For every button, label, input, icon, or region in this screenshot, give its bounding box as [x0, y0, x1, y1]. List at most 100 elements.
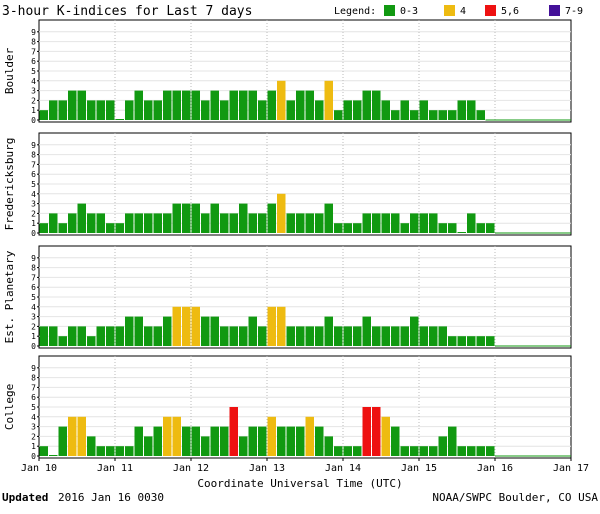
k-bar: [381, 326, 390, 346]
k-bar: [77, 203, 86, 233]
k-bar: [87, 100, 96, 120]
k-bar: [391, 326, 400, 346]
k-bar: [400, 223, 409, 233]
y-tick-label: 6: [31, 170, 36, 179]
k-bar: [457, 446, 466, 456]
k-bar: [419, 326, 428, 346]
k-bar: [39, 223, 48, 233]
k-bar: [429, 213, 438, 233]
k-bar: [467, 213, 476, 233]
k-bar: [334, 223, 343, 233]
k-bar: [305, 213, 314, 233]
panel-name: Fredericksburg: [3, 138, 16, 231]
x-tick-label: Jan 10: [21, 463, 57, 474]
k-bar: [353, 446, 362, 456]
k-bar: [125, 100, 134, 120]
k-bar: [486, 336, 495, 346]
k-bar: [343, 100, 352, 120]
x-tick-label: Jan 16: [477, 463, 513, 474]
k-bar: [324, 436, 333, 456]
y-tick-label: 5: [31, 293, 36, 302]
k-bar: [153, 213, 162, 233]
k-bar: [410, 316, 419, 346]
k-bar: [372, 90, 381, 120]
k-bar: [362, 213, 371, 233]
legend-item-green: 0-3: [400, 6, 418, 17]
k-bar: [125, 316, 134, 346]
k-bar: [229, 407, 238, 456]
k-bar: [296, 326, 305, 346]
k-bar: [68, 326, 77, 346]
k-bar: [172, 416, 181, 456]
k-bar: [163, 416, 172, 456]
k-bar: [115, 119, 124, 120]
k-bar: [372, 213, 381, 233]
k-bar: [39, 446, 48, 456]
k-bar: [49, 213, 58, 233]
k-bar: [419, 446, 428, 456]
k-bar: [115, 326, 124, 346]
k-bar: [467, 446, 476, 456]
k-bar: [381, 416, 390, 456]
y-tick-label: 1: [31, 442, 36, 451]
y-tick-label: 5: [31, 180, 36, 189]
k-bar: [381, 100, 390, 120]
x-tick-label: Jan 17: [553, 463, 589, 474]
y-tick-label: 4: [31, 77, 36, 86]
k-bar: [106, 446, 115, 456]
y-tick-label: 9: [31, 254, 36, 263]
k-bar: [457, 232, 466, 233]
k-bar: [239, 90, 248, 120]
updated-value: 2016 Jan 16 0030: [58, 491, 164, 504]
x-tick-label: Jan 11: [97, 463, 133, 474]
k-bar: [49, 455, 58, 456]
k-bar: [467, 336, 476, 346]
k-bar: [277, 306, 286, 346]
k-bar: [315, 326, 324, 346]
k-bar: [163, 213, 172, 233]
k-bar: [144, 326, 153, 346]
k-bar: [220, 326, 229, 346]
k-bar: [125, 446, 134, 456]
k-bar: [343, 223, 352, 233]
k-bar: [172, 306, 181, 346]
k-bar: [134, 213, 143, 233]
k-bar: [210, 90, 219, 120]
y-tick-label: 1: [31, 106, 36, 115]
k-bar: [438, 436, 447, 456]
k-bar: [343, 446, 352, 456]
k-bar: [182, 426, 191, 456]
k-bar: [429, 326, 438, 346]
k-bar: [172, 90, 181, 120]
y-tick-label: 9: [31, 28, 36, 37]
k-bar: [448, 336, 457, 346]
k-bar: [134, 426, 143, 456]
y-tick-label: 2: [31, 432, 36, 441]
k-bar: [467, 100, 476, 120]
y-tick-label: 8: [31, 264, 36, 273]
k-bar: [267, 306, 276, 346]
legend-swatch-yellow: [444, 5, 455, 16]
credit-text: NOAA/SWPC Boulder, CO USA: [432, 491, 598, 504]
y-tick-label: 7: [31, 160, 36, 169]
k-bar: [258, 426, 267, 456]
k-bar: [381, 213, 390, 233]
k-bar: [248, 426, 257, 456]
k-bar: [239, 436, 248, 456]
k-bar: [362, 407, 371, 456]
k-bar: [448, 223, 457, 233]
k-bar: [248, 316, 257, 346]
k-bar: [125, 213, 134, 233]
k-bar: [334, 446, 343, 456]
k-bar: [191, 426, 200, 456]
k-bar: [201, 436, 210, 456]
updated-label: Updated: [2, 491, 48, 504]
k-bar: [163, 90, 172, 120]
k-bar: [96, 326, 105, 346]
k-bar: [39, 110, 48, 120]
